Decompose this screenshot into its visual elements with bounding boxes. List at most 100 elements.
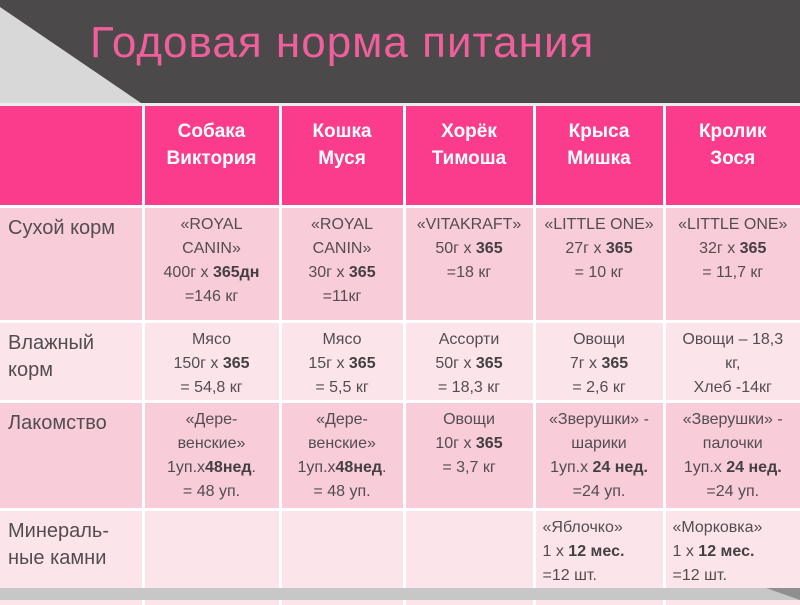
- cell-line: 1уп.х 24 нед.: [536, 456, 663, 480]
- cell-line: =12 шт.: [543, 564, 663, 588]
- cell-line: Тимоша: [406, 145, 533, 172]
- cell-line: Крыса: [536, 118, 663, 145]
- cell-line: =24 уп.: [536, 480, 663, 504]
- cell-line: 150г х 365: [145, 352, 279, 376]
- cell-line: Хлеб -14кг: [666, 376, 800, 400]
- cell-line: 1 х 12 мес.: [543, 540, 663, 564]
- cell-line: 10г х 365: [406, 432, 533, 456]
- cell-line: корм: [8, 357, 140, 384]
- cell-line: 1уп.х48нед.: [282, 456, 403, 480]
- cell-line: Влажный: [8, 330, 140, 357]
- cell-line: Зося: [666, 145, 800, 172]
- cell-line: CANIN»: [145, 237, 279, 261]
- cell-line: «Дере-: [282, 408, 403, 432]
- table-cell: «Дере-венские»1уп.х48нед.= 48 уп.: [280, 402, 404, 510]
- table-cell: «LITTLE ONE»27г х 365= 10 кг: [534, 207, 664, 322]
- cell-line: Муся: [282, 145, 403, 172]
- cell-line: =12 шт.: [673, 564, 800, 588]
- bottom-strip: [0, 588, 800, 600]
- cell-line: венские»: [282, 432, 403, 456]
- cell-line: «LITTLE ONE»: [536, 213, 663, 237]
- cell-line: =11кг: [282, 285, 403, 309]
- cell-line: = 10 кг: [536, 261, 663, 285]
- cell-line: Ассорти: [406, 328, 533, 352]
- cell-line: «LITTLE ONE»: [666, 213, 800, 237]
- cell-line: палочки: [666, 432, 800, 456]
- cell-line: шарики: [536, 432, 663, 456]
- cell-line: 1уп.х 24 нед.: [666, 456, 800, 480]
- cell-line: =18 кг: [406, 261, 533, 285]
- cell-line: «Морковка»: [673, 516, 800, 540]
- cell-line: 32г х 365: [666, 237, 800, 261]
- page-title: Годовая норма питания: [90, 18, 594, 68]
- cell-line: 27г х 365: [536, 237, 663, 261]
- cell-line: 50г х 365: [406, 237, 533, 261]
- cell-line: Сухой корм: [8, 215, 140, 242]
- cell-line: «Дере-: [145, 408, 279, 432]
- cell-line: Кошка: [282, 118, 403, 145]
- table-cell: «VITAKRAFT»50г х 365=18 кг: [404, 207, 534, 322]
- cell-line: «VITAKRAFT»: [406, 213, 533, 237]
- header-cell-empty: [0, 106, 143, 207]
- cell-line: 7г х 365: [536, 352, 663, 376]
- cell-line: =24 уп.: [666, 480, 800, 504]
- cell-line: Собака: [145, 118, 279, 145]
- cell-line: «ROYAL: [145, 213, 279, 237]
- cell-line: = 48 уп.: [145, 480, 279, 504]
- cell-line: Лакомство: [8, 410, 140, 437]
- cell-line: = 3,7 кг: [406, 456, 533, 480]
- cell-line: венские»: [145, 432, 279, 456]
- cell-line: 50г х 365: [406, 352, 533, 376]
- cell-line: 15г х 365: [282, 352, 403, 376]
- cell-line: Мишка: [536, 145, 663, 172]
- cell-line: 1 х 12 мес.: [673, 540, 800, 564]
- cell-line: 400г х 365дн: [145, 261, 279, 285]
- cell-line: = 54,8 кг: [145, 376, 279, 400]
- cell-line: Овощи – 18,3: [666, 328, 800, 352]
- row-label: Сухой корм: [0, 207, 143, 322]
- cell-line: Хорёк: [406, 118, 533, 145]
- cell-line: «Зверушки» -: [666, 408, 800, 432]
- cell-line: 30г х 365: [282, 261, 403, 285]
- cell-line: Мясо: [145, 328, 279, 352]
- cell-line: Овощи: [406, 408, 533, 432]
- cell-line: «Яблочко»: [543, 516, 663, 540]
- cell-line: кг,: [666, 352, 800, 376]
- table-cell: «Дере-венские»1уп.х48нед.= 48 уп.: [143, 402, 280, 510]
- cell-line: Овощи: [536, 328, 663, 352]
- cell-line: = 2,6 кг: [536, 376, 663, 400]
- cell-line: = 18,3 кг: [406, 376, 533, 400]
- cell-line: = 11,7 кг: [666, 261, 800, 285]
- cell-line: Кролик: [666, 118, 800, 145]
- cell-line: Мясо: [282, 328, 403, 352]
- cell-line: ные камни: [8, 545, 140, 572]
- cell-line: Минераль-: [8, 518, 140, 545]
- table-row: Лакомство«Дере-венские»1уп.х48нед.= 48 у…: [0, 402, 800, 510]
- cell-line: Виктория: [145, 145, 279, 172]
- row-label: Лакомство: [0, 402, 143, 510]
- cell-line: CANIN»: [282, 237, 403, 261]
- cell-line: =146 кг: [145, 285, 279, 309]
- cell-line: = 5,5 кг: [282, 376, 403, 400]
- cell-line: 1уп.х48нед.: [145, 456, 279, 480]
